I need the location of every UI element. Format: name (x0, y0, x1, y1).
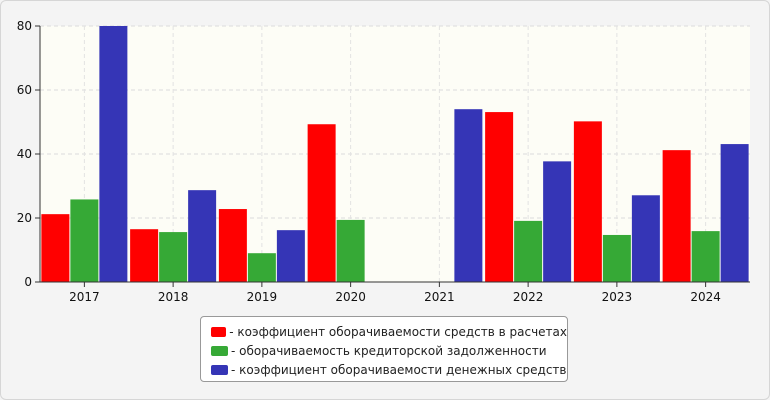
y-tick-label: 20 (17, 211, 32, 225)
legend-label-3: - коэффициент оборачиваемости денежных с… (231, 362, 567, 377)
bar-2022-series-1 (485, 112, 514, 282)
bar-2018-series-1 (130, 229, 159, 282)
legend-item-series-3: - коэффициент оборачиваемости денежных с… (211, 360, 567, 379)
x-tick-label-2017: 2017 (69, 290, 100, 304)
bar-2024-series-3 (720, 144, 749, 282)
bar-2019-series-2 (247, 253, 276, 282)
bar-2017-series-3 (99, 26, 128, 282)
x-tick-label-2020: 2020 (335, 290, 366, 304)
bar-2024-series-2 (691, 231, 720, 282)
y-axis-ticks: 0 20 40 60 80 (17, 19, 40, 289)
x-tick-label-2018: 2018 (158, 290, 189, 304)
x-tick-label-2021: 2021 (424, 290, 455, 304)
y-tick-label: 80 (17, 19, 32, 33)
legend-item-series-1: - коэффициент оборачиваемости средств в … (211, 322, 567, 341)
legend-label-2: - оборачиваемость кредиторской задолженн… (231, 343, 547, 358)
y-tick-label: 40 (17, 147, 32, 161)
y-tick-label: 60 (17, 83, 32, 97)
bar-2019-series-1 (218, 209, 247, 282)
bar-2018-series-2 (159, 232, 188, 282)
y-tick-label: 0 (24, 275, 32, 289)
x-axis-ticks: 2017 2018 2019 2020 2021 2022 2023 2024 (69, 282, 721, 304)
bar-2020-series-1 (307, 124, 336, 283)
legend-item-series-2: - оборачиваемость кредиторской задолженн… (211, 341, 567, 360)
bar-2023-series-1 (573, 121, 602, 282)
bar-2018-series-3 (188, 190, 217, 282)
bar-2022-series-2 (514, 220, 543, 282)
legend-label-1: - коэффициент оборачиваемости средств в … (229, 324, 567, 339)
legend-swatch-2 (211, 345, 228, 356)
bar-2024-series-1 (662, 150, 691, 282)
bar-2017-series-1 (41, 214, 70, 282)
bar-2023-series-3 (631, 195, 660, 282)
x-tick-label-2019: 2019 (247, 290, 278, 304)
legend-swatch-3 (211, 364, 228, 375)
bar-2021-series-3 (454, 109, 483, 282)
bar-2022-series-3 (543, 161, 572, 282)
x-tick-label-2024: 2024 (690, 290, 721, 304)
bar-2019-series-3 (276, 230, 305, 282)
bar-2023-series-2 (602, 234, 631, 282)
bar-2017-series-2 (70, 199, 99, 282)
bars (41, 26, 749, 283)
legend: - коэффициент оборачиваемости средств в … (200, 316, 568, 382)
legend-swatch-1 (211, 326, 227, 337)
bar-2020-series-2 (336, 219, 365, 282)
x-tick-label-2022: 2022 (513, 290, 544, 304)
x-tick-label-2023: 2023 (602, 290, 633, 304)
